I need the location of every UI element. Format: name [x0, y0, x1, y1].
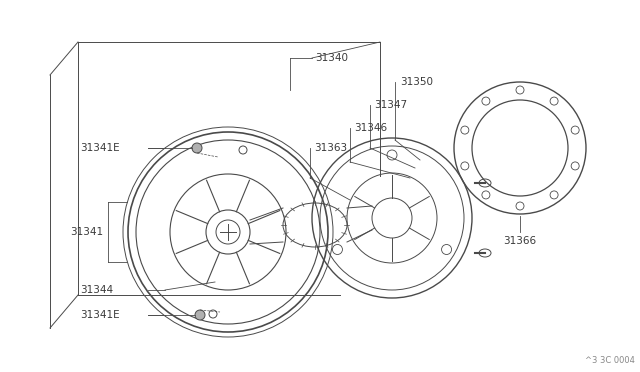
- Text: 31341E: 31341E: [80, 143, 120, 153]
- Circle shape: [195, 310, 205, 320]
- Circle shape: [192, 143, 202, 153]
- Text: 31347: 31347: [374, 100, 407, 110]
- Text: 31344: 31344: [80, 285, 113, 295]
- Text: ^3 3C 0004: ^3 3C 0004: [585, 356, 635, 365]
- Text: 31341E: 31341E: [80, 310, 120, 320]
- Text: 31363: 31363: [314, 143, 347, 153]
- Text: 31366: 31366: [504, 236, 536, 246]
- Text: 31341: 31341: [70, 227, 103, 237]
- Text: 31350: 31350: [400, 77, 433, 87]
- Text: 31340: 31340: [315, 53, 348, 63]
- Text: 31346: 31346: [354, 123, 387, 133]
